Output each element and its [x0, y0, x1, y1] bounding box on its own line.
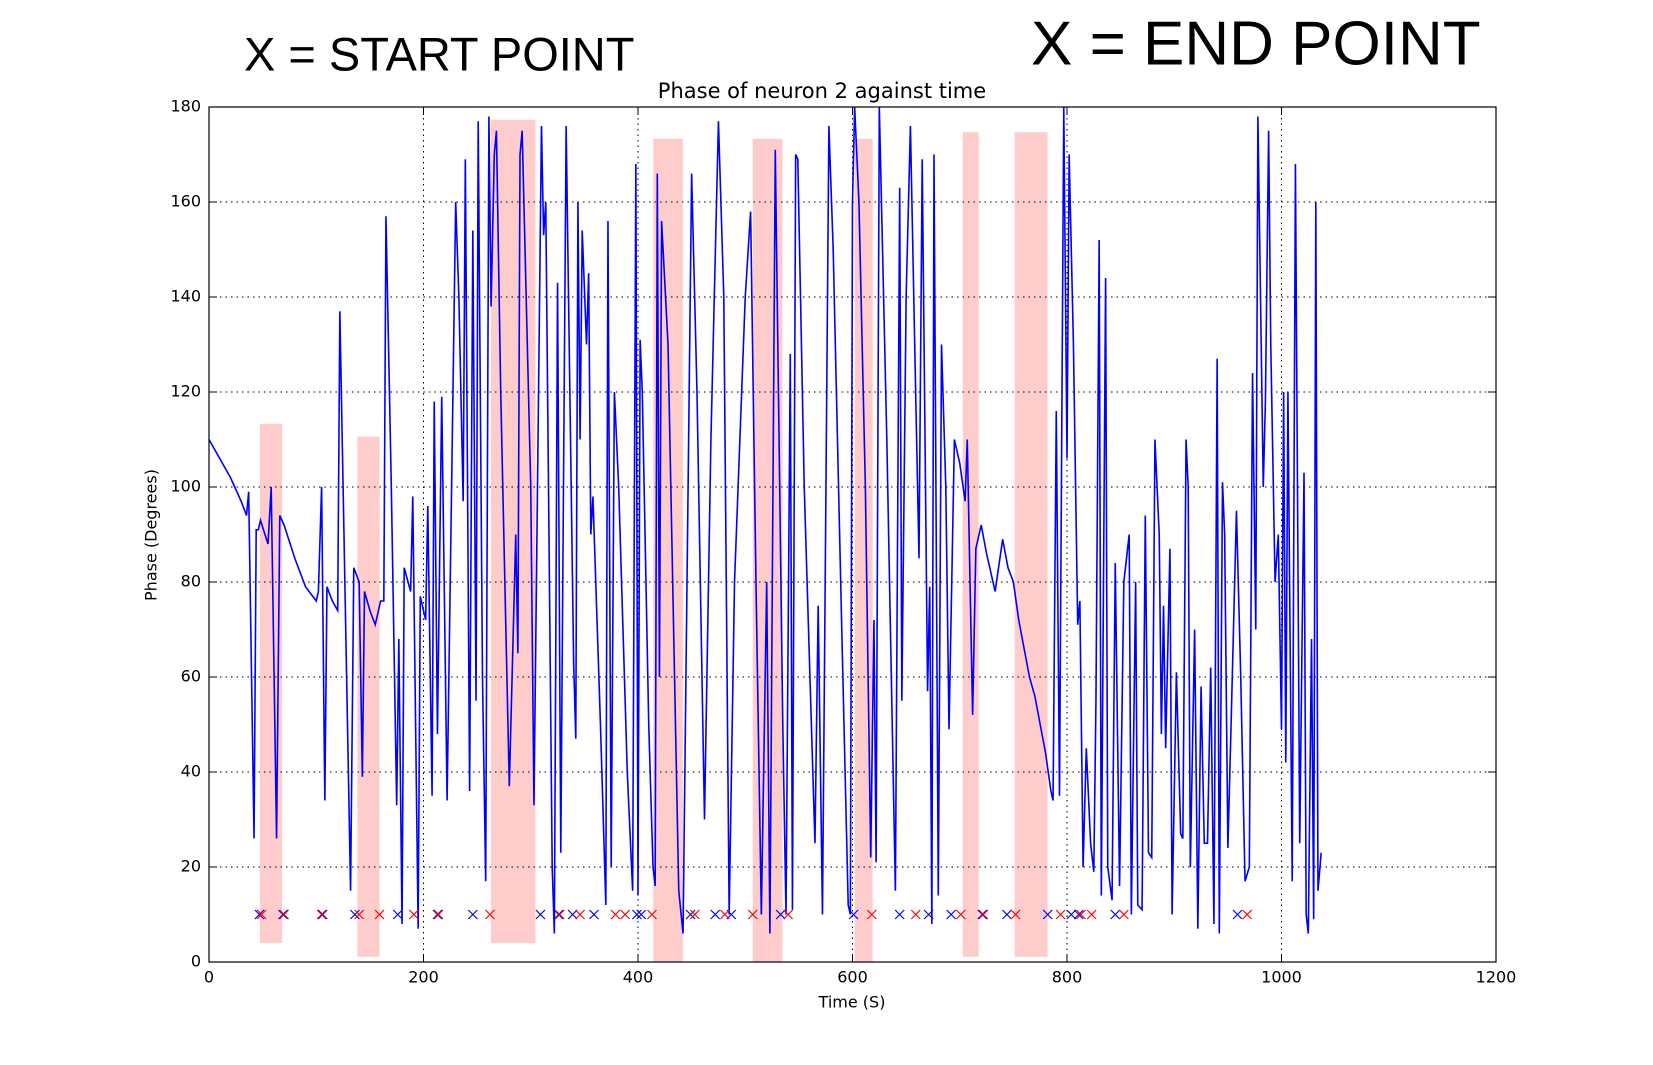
cross-marker	[1010, 909, 1021, 920]
cross-marker	[256, 909, 267, 920]
cross-marker	[1042, 909, 1053, 920]
cross-marker	[254, 909, 265, 920]
cross-marker	[632, 909, 642, 920]
cross-marker	[848, 909, 859, 920]
cross-marker	[279, 909, 289, 920]
cross-marker	[485, 909, 495, 920]
cross-marker	[620, 909, 631, 920]
cross-marker	[1110, 909, 1121, 920]
cross-marker	[554, 909, 565, 920]
cross-marker	[1076, 909, 1086, 920]
cross-marker	[349, 909, 360, 920]
cross-marker	[553, 909, 564, 920]
cross-marker	[946, 909, 957, 920]
cross-marker	[567, 909, 578, 920]
cross-marker	[1066, 909, 1077, 920]
highlight-span	[854, 138, 873, 962]
cross-marker	[783, 909, 794, 920]
cross-marker	[1242, 909, 1253, 920]
x-tick-label: 0	[204, 968, 214, 987]
cross-marker	[1002, 909, 1012, 920]
y-tick-label: 140	[170, 287, 201, 306]
cross-marker	[978, 909, 989, 920]
y-tick-label: 160	[170, 192, 201, 211]
cross-marker	[278, 909, 288, 920]
cross-marker	[392, 909, 403, 920]
x-tick-label: 1000	[1261, 968, 1302, 987]
y-tick-label: 20	[181, 857, 201, 876]
y-tick-label: 0	[191, 952, 201, 971]
x-tick-label: 600	[837, 968, 868, 987]
plot-frame	[208, 106, 1497, 963]
cross-marker	[685, 909, 696, 920]
cross-marker	[747, 909, 758, 920]
cross-marker	[647, 909, 657, 920]
cross-marker	[316, 909, 327, 920]
highlight-span	[1014, 132, 1048, 957]
cross-marker	[866, 909, 877, 920]
cross-marker	[955, 909, 966, 920]
highlight-span	[752, 138, 783, 962]
highlight-span	[357, 436, 380, 957]
y-tick-label: 80	[181, 572, 201, 591]
cross-marker	[575, 909, 586, 920]
y-tick-label: 100	[170, 477, 201, 496]
cross-marker	[775, 909, 786, 920]
cross-marker	[1073, 909, 1084, 920]
cross-marker	[1118, 909, 1129, 920]
x-tick-label: 800	[1052, 968, 1083, 987]
cross-marker	[1086, 909, 1097, 920]
annotation: X = START POINT	[244, 27, 634, 80]
cross-marker	[636, 909, 647, 920]
cross-marker	[408, 909, 419, 920]
cross-marker	[977, 909, 988, 920]
cross-marker	[374, 909, 385, 920]
y-tick-label: 180	[170, 97, 201, 116]
x-axis-label: Time (S)	[818, 993, 886, 1012]
cross-marker	[610, 909, 621, 920]
cross-marker	[433, 909, 444, 920]
highlight-span	[962, 132, 979, 957]
cross-marker	[535, 909, 546, 920]
cross-marker	[1232, 909, 1243, 920]
cross-marker	[719, 909, 730, 920]
cross-marker	[467, 909, 478, 920]
x-tick-label: 1200	[1476, 968, 1517, 987]
y-tick-label: 60	[181, 667, 201, 686]
cross-marker	[432, 909, 443, 920]
chart-title: Phase of neuron 2 against time	[658, 79, 986, 103]
cross-marker	[1055, 909, 1066, 920]
annotation: X = END POINT	[1031, 9, 1481, 78]
cross-marker	[710, 909, 721, 920]
cross-marker	[589, 909, 599, 920]
cross-marker	[689, 909, 700, 920]
x-tick-label: 200	[408, 968, 439, 987]
data-line	[208, 106, 1322, 934]
y-axis-label: Phase (Degrees)	[142, 469, 161, 601]
y-tick-label: 120	[170, 382, 201, 401]
cross-marker	[354, 909, 365, 920]
cross-marker	[923, 909, 934, 920]
cross-marker	[317, 909, 328, 920]
x-tick-label: 400	[623, 968, 654, 987]
cross-marker	[894, 909, 905, 920]
cross-marker	[910, 909, 921, 920]
y-tick-label: 40	[181, 762, 201, 781]
